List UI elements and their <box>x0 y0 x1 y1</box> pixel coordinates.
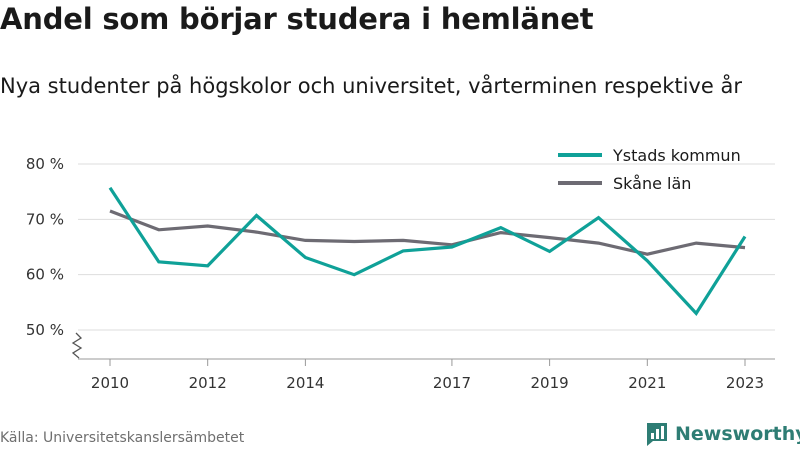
legend-label: Skåne län <box>613 174 691 193</box>
y-axis-ticks: 50 % 60 % 70 % 80 % <box>26 155 64 339</box>
y-tick-label: 70 % <box>26 210 64 228</box>
bar-chart-logo-icon <box>647 423 667 446</box>
brand-logo: Newsworthy <box>645 421 800 447</box>
legend: Ystads kommun Skåne län <box>558 146 741 193</box>
y-tick-label: 80 % <box>26 155 64 173</box>
y-tick-label: 50 % <box>26 321 64 339</box>
brand-name: Newsworthy <box>675 423 800 445</box>
x-tick-label: 2012 <box>189 374 227 392</box>
x-axis <box>71 332 775 360</box>
x-tick-label: 2023 <box>726 374 764 392</box>
chart-title: Andel som börjar studera i hemlänet <box>0 2 594 36</box>
x-tick-label: 2014 <box>286 374 324 392</box>
x-tick-label: 2019 <box>531 374 569 392</box>
axis-break-icon <box>71 332 83 359</box>
legend-label: Ystads kommun <box>612 146 741 165</box>
x-tick-label: 2017 <box>433 374 471 392</box>
source-note: Källa: Universitetskanslersämbetet <box>0 430 245 446</box>
chart-subtitle: Nya studenter på högskolor och universit… <box>0 74 742 98</box>
x-axis-ticks: 2010 2012 2014 2017 2019 2021 2023 <box>91 359 764 392</box>
series-lines <box>108 186 747 317</box>
x-tick-label: 2010 <box>91 374 129 392</box>
x-tick-label: 2021 <box>628 374 666 392</box>
series-line-1 <box>108 186 747 317</box>
y-tick-label: 60 % <box>26 266 64 284</box>
